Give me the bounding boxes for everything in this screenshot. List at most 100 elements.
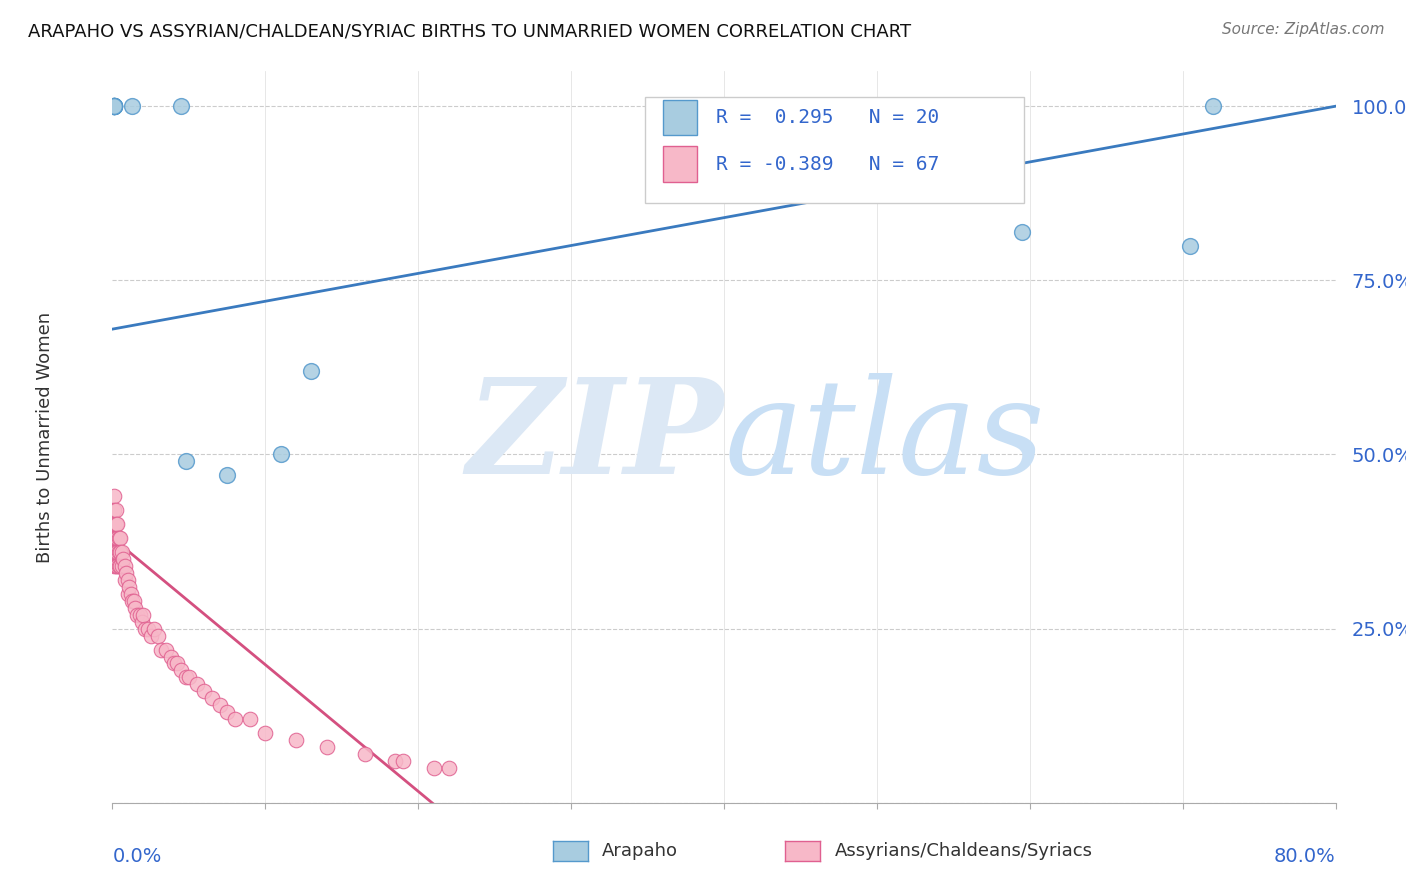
Point (270, 448, 292, 462)
FancyBboxPatch shape (664, 146, 697, 182)
Point (103, 99, 125, 113)
Point (104, 545, 127, 559)
Point (105, 531, 128, 545)
Point (122, 594, 145, 608)
Text: atlas: atlas (724, 373, 1045, 501)
Point (103, 531, 125, 545)
Point (121, 594, 143, 608)
Point (117, 573, 139, 587)
Point (315, 740, 337, 755)
Point (105, 545, 128, 559)
Point (163, 657, 186, 671)
Point (104, 558, 127, 573)
Point (139, 629, 162, 643)
Point (117, 587, 139, 601)
Point (114, 558, 136, 573)
Point (103, 99, 125, 113)
Point (299, 364, 322, 378)
Point (170, 99, 193, 113)
Point (186, 677, 208, 691)
Point (121, 99, 143, 113)
Point (1180, 238, 1202, 252)
Text: 0.0%: 0.0% (112, 847, 162, 866)
Point (107, 531, 129, 545)
Point (1202, 99, 1225, 113)
Point (103, 99, 125, 113)
Text: 80.0%: 80.0% (1274, 847, 1336, 866)
Point (108, 545, 131, 559)
Point (103, 503, 125, 517)
FancyBboxPatch shape (664, 100, 697, 136)
Point (392, 754, 415, 768)
Point (239, 712, 262, 726)
Point (177, 670, 200, 684)
Point (148, 629, 170, 643)
Point (254, 726, 277, 740)
Point (208, 698, 231, 713)
Point (159, 649, 181, 664)
Point (107, 558, 129, 573)
Point (131, 615, 153, 629)
Point (142, 622, 165, 636)
Point (105, 558, 128, 573)
Point (115, 566, 138, 580)
Point (150, 642, 173, 657)
Point (103, 99, 125, 113)
Point (104, 517, 127, 532)
Point (107, 545, 129, 559)
Text: Source: ZipAtlas.com: Source: ZipAtlas.com (1222, 22, 1385, 37)
Point (103, 99, 125, 113)
Point (1011, 225, 1033, 239)
Point (125, 607, 148, 622)
Point (193, 684, 215, 698)
Point (217, 705, 239, 719)
Point (104, 531, 127, 545)
Point (103, 489, 125, 503)
Point (112, 552, 135, 566)
Point (103, 99, 125, 113)
Point (284, 733, 308, 747)
Point (129, 607, 152, 622)
Point (103, 99, 125, 113)
Point (132, 607, 155, 622)
Point (103, 545, 125, 559)
Point (170, 664, 193, 678)
Point (224, 712, 246, 726)
Text: R =  0.295   N = 20: R = 0.295 N = 20 (716, 108, 939, 128)
Point (201, 691, 224, 706)
Point (437, 761, 460, 775)
Point (174, 670, 197, 684)
Text: Arapaho: Arapaho (602, 842, 678, 860)
Point (155, 642, 177, 657)
Point (105, 517, 128, 532)
Point (422, 761, 444, 775)
Point (136, 622, 159, 636)
Text: ARAPAHO VS ASSYRIAN/CHALDEAN/SYRIAC BIRTHS TO UNMARRIED WOMEN CORRELATION CHART: ARAPAHO VS ASSYRIAN/CHALDEAN/SYRIAC BIRT… (28, 22, 911, 40)
Point (111, 558, 134, 573)
Point (118, 580, 141, 594)
Point (103, 99, 125, 113)
Text: ZIP: ZIP (467, 373, 724, 501)
Point (103, 99, 125, 113)
Point (124, 600, 146, 615)
Point (353, 747, 375, 761)
Text: R = -0.389   N = 67: R = -0.389 N = 67 (716, 154, 939, 174)
Point (217, 468, 239, 483)
Point (103, 558, 125, 573)
Point (103, 517, 125, 532)
Point (166, 657, 188, 671)
Point (134, 622, 156, 636)
Point (108, 558, 131, 573)
Point (108, 531, 131, 545)
Point (103, 99, 125, 113)
Point (104, 503, 127, 517)
Text: Assyrians/Chaldeans/Syriacs: Assyrians/Chaldeans/Syriacs (835, 842, 1092, 860)
FancyBboxPatch shape (644, 97, 1024, 203)
Point (384, 754, 406, 768)
Point (120, 587, 142, 601)
Point (174, 454, 197, 468)
Text: Births to Unmarried Women: Births to Unmarried Women (37, 311, 55, 563)
Point (114, 573, 136, 587)
Point (111, 545, 134, 559)
Point (103, 99, 125, 113)
